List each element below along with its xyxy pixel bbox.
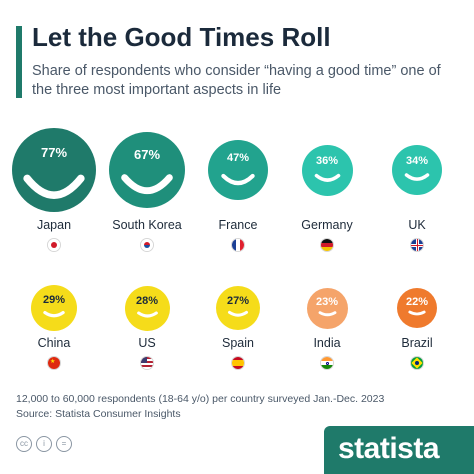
country-item: 34% UK — [371, 128, 463, 252]
france-flag-icon — [231, 238, 245, 252]
uk-flag-icon — [410, 238, 424, 252]
country-label: Spain — [222, 336, 254, 350]
country-label: Germany — [301, 218, 353, 232]
title-accent-bar — [16, 26, 22, 98]
country-item: 47% France — [192, 128, 284, 252]
smile-mouth-icon — [121, 174, 173, 195]
smile-mouth-icon — [23, 174, 85, 199]
smile-mouth-icon — [404, 173, 430, 181]
us-flag-icon — [140, 356, 154, 370]
value-label: 29% — [42, 294, 66, 307]
value-label: 36% — [315, 154, 339, 167]
value-label: 28% — [135, 294, 159, 307]
country-label: Japan — [36, 218, 72, 232]
country-item: 27% Spain — [192, 286, 284, 370]
country-label: Brazil — [401, 336, 433, 350]
country-item: 67% South Korea — [101, 128, 193, 252]
smile-mouth-icon — [227, 310, 249, 317]
smile-mouth-icon — [408, 310, 426, 316]
country-item: 28% US — [101, 285, 193, 370]
statista-logo-icon[interactable]: statista — [324, 426, 474, 474]
value-label: 22% — [405, 296, 429, 308]
smile-mouth-icon — [318, 310, 336, 316]
value-label: 34% — [405, 155, 429, 167]
smiley-face-mark: 36% — [301, 144, 353, 196]
value-label: 77% — [40, 144, 68, 160]
brazil-flag-icon — [410, 356, 424, 370]
country-item: 77% Japan — [8, 128, 100, 252]
smiley-face-mark: 29% — [31, 285, 77, 331]
smile-mouth-icon — [221, 173, 255, 186]
country-item: 36% Germany — [281, 128, 373, 252]
japan-flag-icon — [47, 238, 61, 252]
country-label: US — [138, 336, 156, 350]
smiley-face-mark: 34% — [392, 145, 442, 195]
smiley-face-mark: 27% — [216, 286, 260, 330]
india-flag-icon — [320, 356, 334, 370]
value-label: 47% — [226, 152, 250, 164]
value-label: 67% — [133, 147, 161, 163]
smiley-face-mark: 23% — [306, 287, 348, 329]
value-label: 23% — [315, 295, 339, 308]
china-flag-icon: ★ — [47, 356, 61, 370]
smile-mouth-icon — [43, 310, 65, 318]
chart-subtitle: Share of respondents who consider “havin… — [32, 63, 441, 98]
country-label: South Korea — [112, 218, 182, 232]
country-item: 22% Brazil — [371, 286, 463, 370]
smiley-face-mark: 22% — [397, 288, 437, 328]
smiley-face-mark: 47% — [208, 140, 268, 200]
license-icons: cc i = — [16, 436, 72, 452]
smile-mouth-icon — [314, 173, 340, 182]
smile-mouth-icon — [136, 310, 158, 318]
country-label: China — [37, 336, 71, 350]
cc-icon[interactable]: cc — [16, 436, 32, 452]
smiley-face-mark: 28% — [124, 285, 170, 331]
smiley-face-mark: 77% — [12, 128, 96, 212]
info-icon[interactable]: i — [36, 436, 52, 452]
country-label: France — [218, 218, 258, 232]
country-label: UK — [408, 218, 426, 232]
value-label: 27% — [226, 294, 250, 307]
smiley-face-mark: 67% — [109, 132, 185, 208]
source-note: Source: Statista Consumer Insights — [16, 408, 181, 420]
country-item: 29% China ★ — [8, 285, 100, 370]
germany-flag-icon — [320, 238, 334, 252]
equals-icon[interactable]: = — [56, 436, 72, 452]
country-item: 23% India — [281, 286, 373, 370]
south-korea-flag-icon — [140, 238, 154, 252]
country-label: India — [313, 336, 341, 350]
survey-note: 12,000 to 60,000 respondents (18-64 y/o)… — [16, 393, 385, 405]
chart-title: Let the Good Times Roll — [32, 22, 331, 52]
spain-flag-icon — [231, 356, 245, 370]
brand-name: statista — [338, 432, 440, 465]
chart-footer: 12,000 to 60,000 respondents (18-64 y/o)… — [16, 392, 384, 422]
